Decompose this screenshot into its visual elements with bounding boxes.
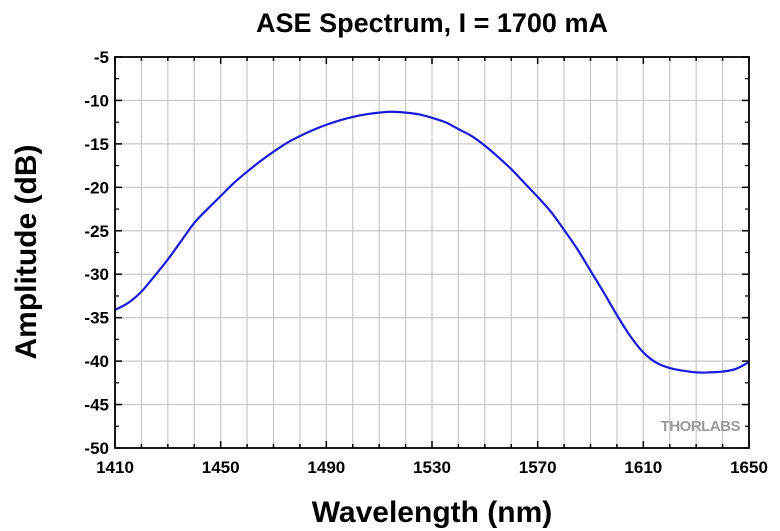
y-tick-label: -20 (84, 178, 109, 197)
y-tick-label: -10 (84, 91, 109, 110)
y-tick-labels: -5 -10 -15 -20 -25 -30 -35 -40 -45 -50 (84, 48, 109, 458)
y-tick-label: -25 (84, 222, 109, 241)
y-tick-label: -45 (84, 396, 109, 415)
y-tick-label: -35 (84, 309, 109, 328)
x-tick-label: 1570 (519, 458, 557, 477)
chart-title: ASE Spectrum, I = 1700 mA (256, 8, 608, 38)
x-tick-label: 1650 (730, 458, 768, 477)
y-tick-label: -15 (84, 135, 109, 154)
y-tick-label: -30 (84, 265, 109, 284)
x-tick-labels: 1410 1450 1490 1530 1570 1610 1650 (96, 458, 768, 477)
spectrum-line (114, 110, 750, 374)
plot-frame (114, 56, 750, 449)
y-tick-label: -40 (84, 352, 109, 371)
x-tick-label: 1530 (413, 458, 451, 477)
y-axis-label: Amplitude (dB) (10, 145, 43, 360)
x-tick-label: 1450 (202, 458, 240, 477)
y-tick-label: -5 (94, 48, 109, 67)
y-tick-label: -50 (84, 439, 109, 458)
grid-lines (115, 57, 749, 448)
x-tick-label: 1490 (307, 458, 345, 477)
x-tick-label: 1610 (624, 458, 662, 477)
x-axis-label: Wavelength (nm) (312, 496, 553, 529)
thorlabs-watermark: THORLABS (661, 418, 741, 435)
x-tick-label: 1410 (96, 458, 134, 477)
